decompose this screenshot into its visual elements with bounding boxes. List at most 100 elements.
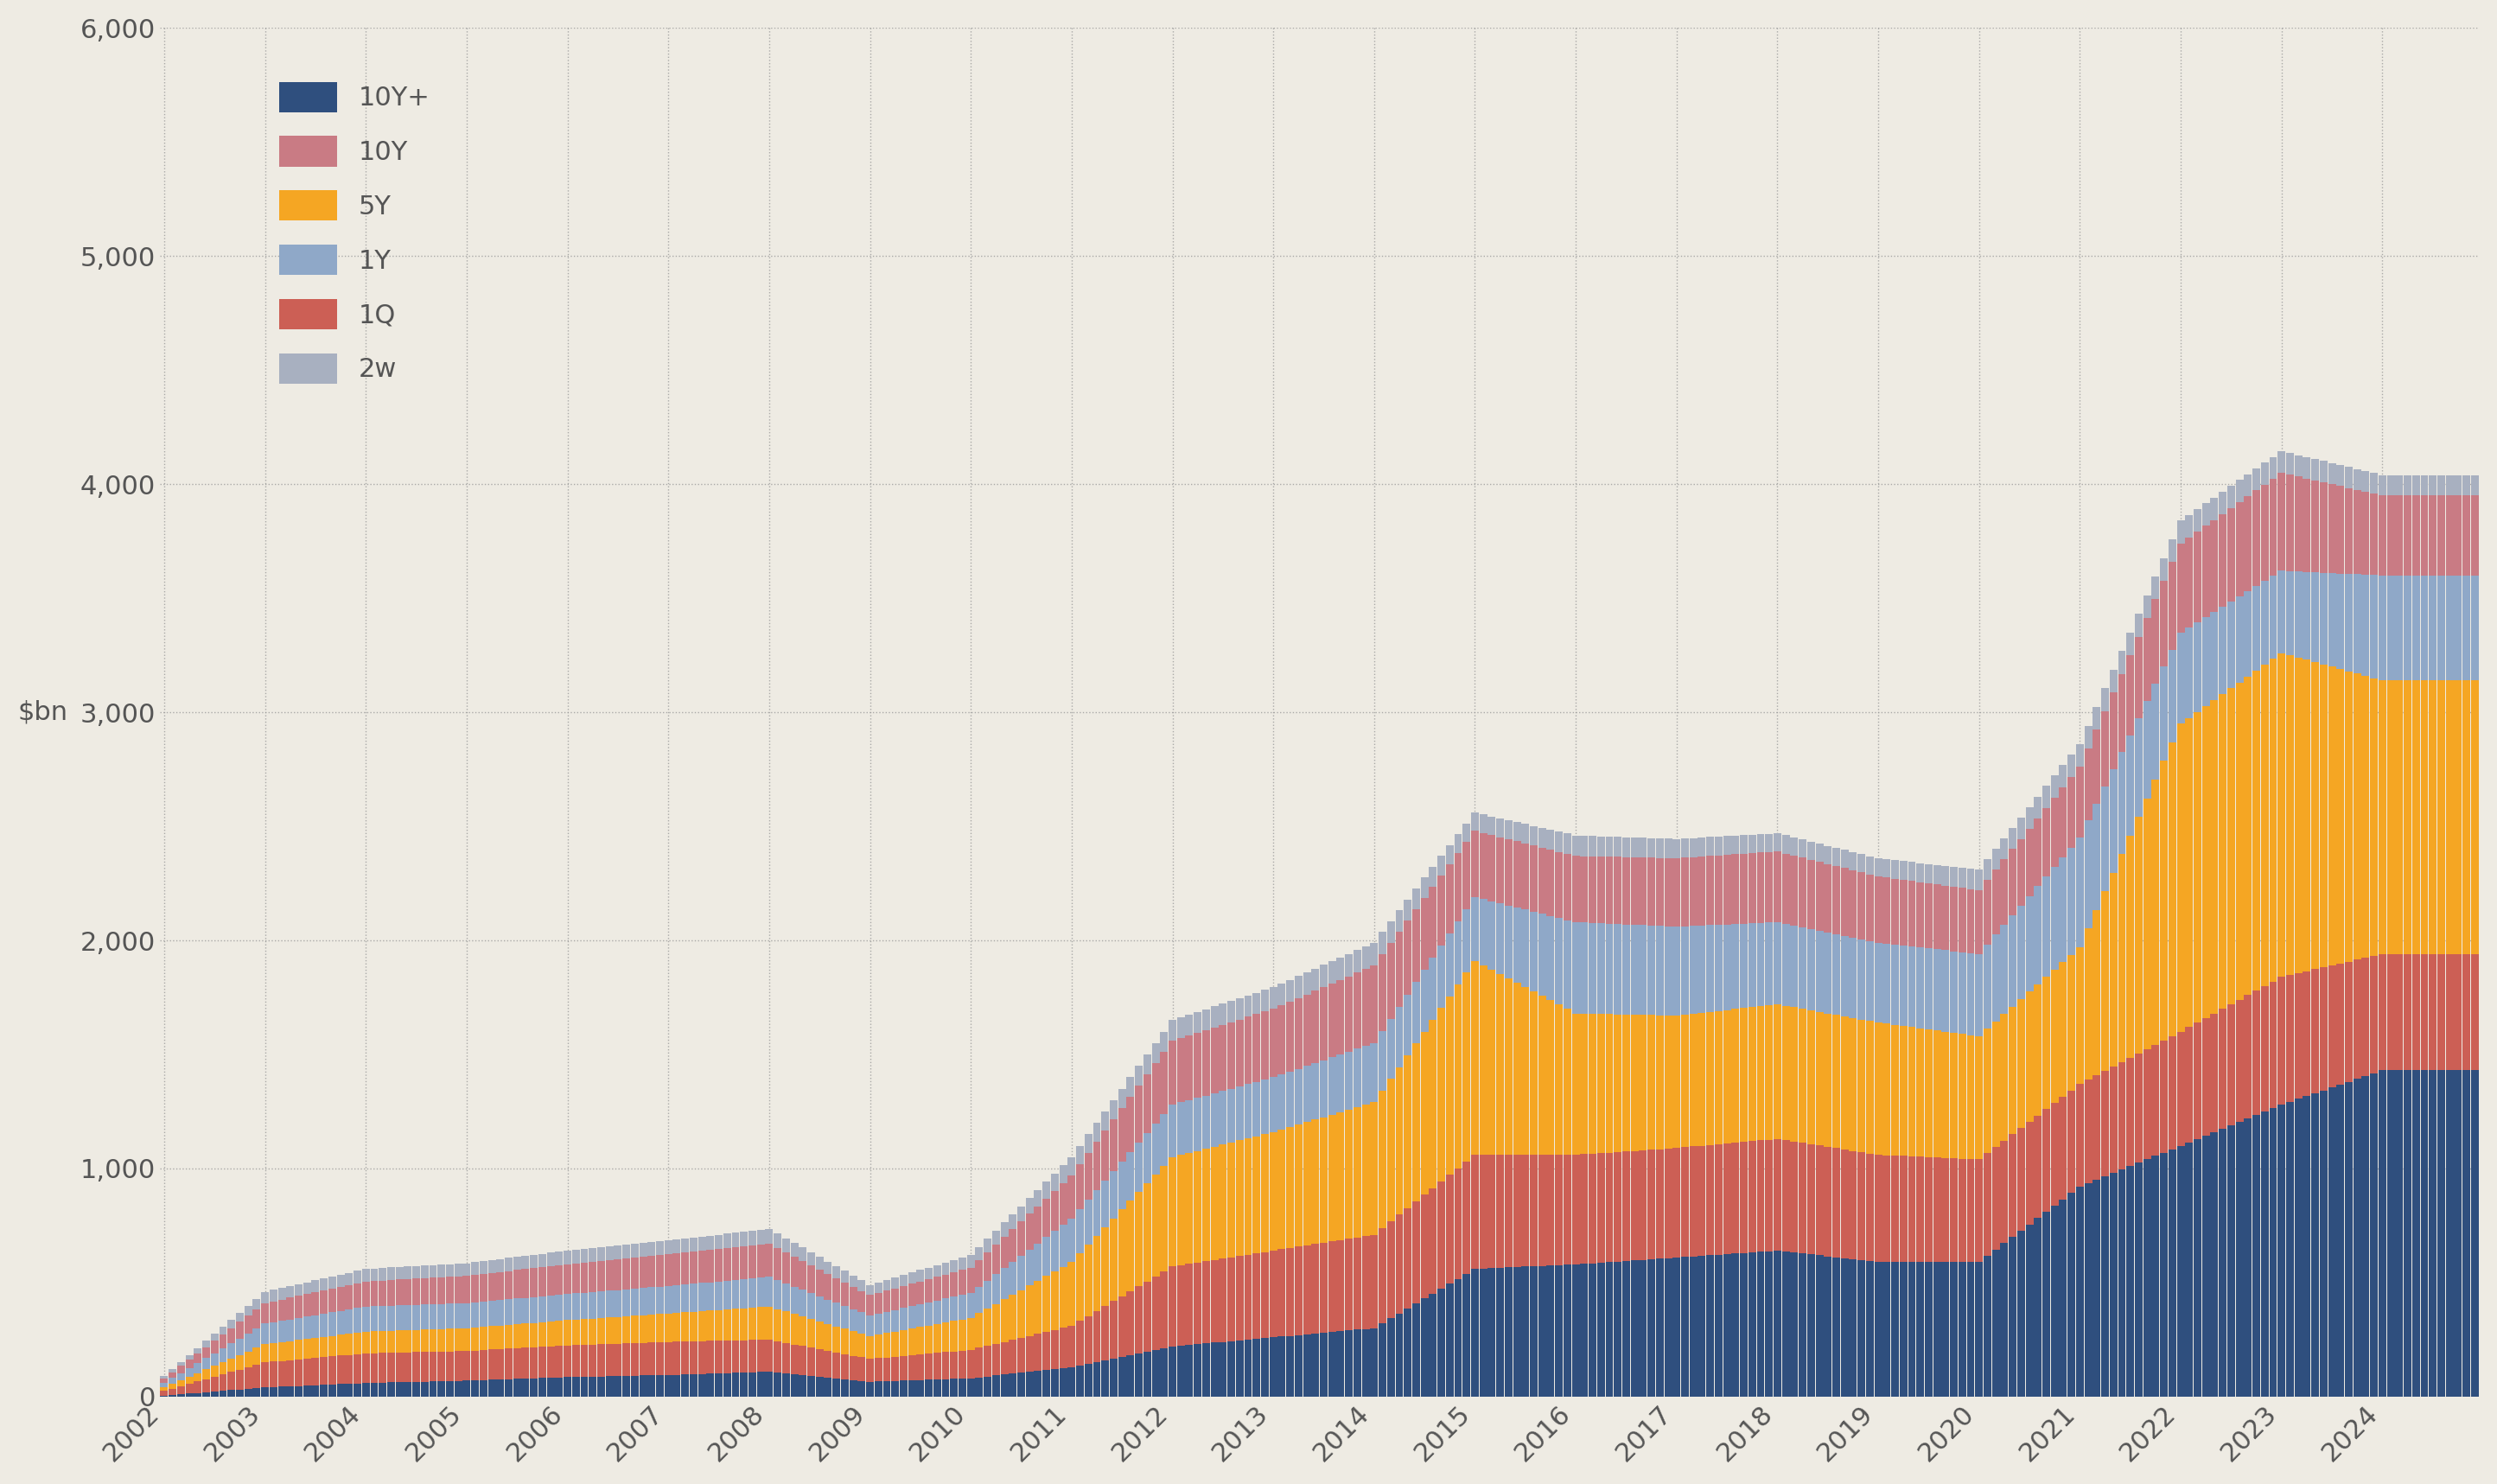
Bar <box>1705 856 1713 925</box>
Bar <box>1244 1254 1251 1340</box>
Bar <box>1815 1012 1823 1146</box>
Bar <box>1790 926 1798 1008</box>
Bar <box>1336 979 1343 1055</box>
Bar <box>1783 853 1790 925</box>
Bar <box>1151 1043 1159 1063</box>
Bar <box>2295 974 2302 1100</box>
Bar <box>1471 831 1478 896</box>
Bar <box>1521 1267 1528 1396</box>
Bar <box>1311 969 1318 991</box>
Bar <box>1488 1269 1496 1396</box>
Bar <box>1531 1155 1538 1266</box>
Bar <box>1823 1014 1833 1147</box>
Bar <box>1069 1325 1076 1367</box>
Bar <box>170 1385 177 1389</box>
Bar <box>1673 1149 1680 1257</box>
Bar <box>462 1380 469 1396</box>
Bar <box>472 1275 479 1303</box>
Bar <box>1026 1336 1034 1371</box>
Bar <box>387 1353 395 1383</box>
Bar <box>270 1388 277 1396</box>
Bar <box>220 1327 227 1334</box>
Bar <box>682 1252 689 1285</box>
Bar <box>2455 496 2462 576</box>
Bar <box>1790 1141 1798 1252</box>
Bar <box>2380 576 2387 680</box>
Bar <box>1144 1352 1151 1396</box>
Bar <box>2075 838 2085 947</box>
Bar <box>2352 574 2362 674</box>
Bar <box>1016 1206 1026 1221</box>
Bar <box>2220 1129 2227 1396</box>
Bar <box>1453 834 1461 853</box>
Bar <box>1943 950 1950 1031</box>
Bar <box>959 1319 966 1350</box>
Bar <box>1211 1343 1219 1396</box>
Bar <box>395 1331 405 1352</box>
Bar <box>1606 1014 1613 1153</box>
Bar <box>909 1272 916 1284</box>
Bar <box>2462 680 2470 954</box>
Bar <box>2420 954 2427 1070</box>
Bar <box>1993 935 2000 1021</box>
Bar <box>1084 1364 1091 1396</box>
Bar <box>597 1247 604 1261</box>
Bar <box>1109 1119 1119 1171</box>
Bar <box>1336 1112 1343 1241</box>
Legend: 10Y+, 10Y, 5Y, 1Y, 1Q, 2w: 10Y+, 10Y, 5Y, 1Y, 1Q, 2w <box>267 68 442 396</box>
Bar <box>1119 1162 1126 1209</box>
Bar <box>1975 1159 1983 1261</box>
Bar <box>454 1264 462 1276</box>
Bar <box>547 1346 554 1377</box>
Bar <box>1076 1365 1084 1396</box>
Bar <box>597 1377 604 1396</box>
Bar <box>2320 665 2327 968</box>
Bar <box>2327 666 2335 966</box>
Bar <box>976 1287 984 1313</box>
Bar <box>1915 864 1925 881</box>
Bar <box>1850 1018 1858 1150</box>
Bar <box>1933 1261 1940 1396</box>
Bar <box>2235 597 2242 683</box>
Bar <box>529 1379 537 1396</box>
Bar <box>622 1258 629 1290</box>
Bar <box>1346 1331 1353 1396</box>
Bar <box>2000 1244 2008 1396</box>
Bar <box>841 1379 849 1396</box>
Bar <box>2000 859 2008 925</box>
Bar <box>497 1272 504 1300</box>
Bar <box>1705 837 1713 856</box>
Bar <box>2387 576 2395 680</box>
Bar <box>1371 942 1378 966</box>
Bar <box>2472 576 2480 680</box>
Bar <box>2320 482 2327 573</box>
Bar <box>1044 1199 1051 1238</box>
Bar <box>2160 666 2167 761</box>
Bar <box>1546 1266 1556 1396</box>
Bar <box>1478 815 1488 833</box>
Bar <box>1993 1147 2000 1250</box>
Bar <box>2185 718 2192 1027</box>
Bar <box>2337 464 2345 487</box>
Bar <box>732 1373 739 1396</box>
Bar <box>1361 1104 1368 1236</box>
Bar <box>572 1319 579 1345</box>
Bar <box>1983 859 1990 880</box>
Bar <box>891 1382 899 1396</box>
Bar <box>647 1287 654 1315</box>
Bar <box>782 1252 789 1284</box>
Bar <box>504 1379 512 1396</box>
Bar <box>749 1278 757 1307</box>
Bar <box>1496 904 1503 974</box>
Bar <box>884 1312 891 1333</box>
Bar <box>572 1377 579 1396</box>
Bar <box>202 1379 210 1392</box>
Bar <box>1758 853 1765 923</box>
Bar <box>547 1296 554 1322</box>
Bar <box>792 1345 799 1374</box>
Bar <box>1943 886 1950 950</box>
Bar <box>2252 671 2260 991</box>
Bar <box>774 1281 782 1309</box>
Bar <box>1833 933 1840 1015</box>
Bar <box>1556 1155 1563 1264</box>
